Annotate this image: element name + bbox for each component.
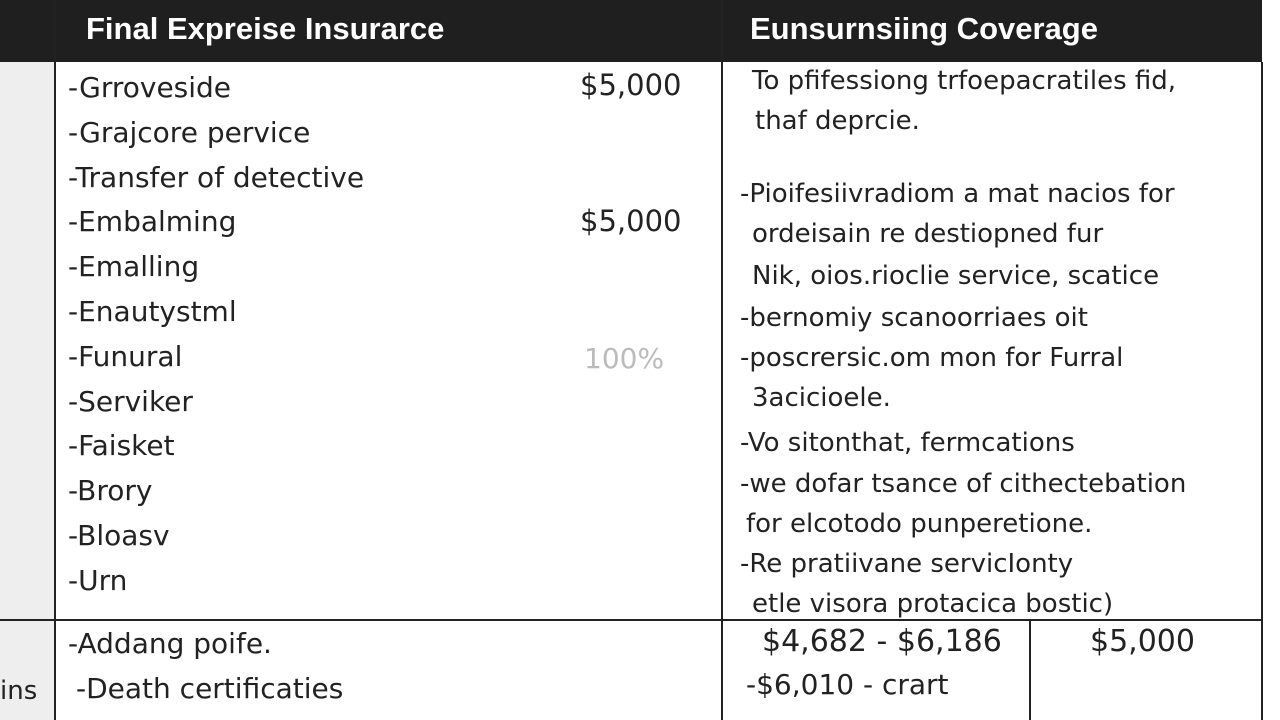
- row-label: ins: [0, 676, 38, 706]
- border: [1029, 620, 1031, 720]
- text-line: -Re pratiivane servicIonty: [740, 549, 1074, 579]
- border: [0, 619, 1262, 621]
- text-line: -Embalming: [68, 205, 237, 239]
- text-line: -Pioifesiivradiom a mat nacios for: [740, 179, 1175, 209]
- text-line: 3acicioele.: [752, 383, 891, 413]
- column-header: Final Expreise Insurarce: [86, 11, 445, 46]
- border: [1261, 62, 1263, 720]
- text-line: -Grajcore pervice: [68, 115, 311, 149]
- text-line: -Serviker: [68, 384, 193, 418]
- header-bar: [0, 0, 1262, 62]
- text-line: -bernomiy scanoorriaes oit: [740, 303, 1088, 333]
- amount: $5,000: [580, 204, 682, 238]
- text-line: -Funural: [68, 339, 183, 373]
- amount: 100%: [584, 342, 665, 375]
- amount: $5,000: [1090, 624, 1195, 659]
- text-line: thaf deprcie.: [755, 106, 920, 136]
- item-list: -Addang poife. -Death certificaties: [68, 622, 343, 712]
- text-line: -poscrersic.om mon for Furral: [740, 343, 1124, 373]
- border: [54, 0, 56, 720]
- text-line: -Urn: [68, 563, 128, 597]
- item-list: -Grroveside -Grajcore pervice -Transfer of…: [68, 66, 364, 604]
- column-header: Eunsurnsiing Coverage: [750, 11, 1098, 46]
- text-line: ordeisain re destiopned fur: [752, 219, 1104, 249]
- text-line: for elcotodo punperetione.: [746, 509, 1093, 539]
- text-line: -we dofar tsance of cithectebation: [740, 469, 1187, 499]
- text-line: etle visora protacica bostic): [752, 589, 1114, 619]
- text-line: -Emalling: [68, 250, 200, 284]
- text-line: To pfifessiong trfoepacratiles fid,: [752, 66, 1177, 96]
- text-line: -Addang poife.: [68, 627, 272, 660]
- text-line: -Vo sitonthat, fermcations: [740, 428, 1075, 458]
- text-line: -Grroveside: [68, 71, 232, 104]
- coverage-text: -$6,010 - crart: [746, 668, 949, 701]
- text-line: -Brory: [68, 474, 153, 508]
- text-line: -Transfer of detective: [68, 160, 365, 194]
- side-strip: [0, 62, 55, 720]
- coverage-text: $4,682 - $6,186: [762, 624, 1002, 659]
- text-line: -Faisket: [68, 429, 175, 463]
- border: [721, 0, 723, 720]
- text-line: -Death certificaties: [76, 671, 344, 705]
- amount: $5,000: [580, 68, 682, 102]
- text-line: -Bloasv: [68, 518, 170, 552]
- text-line: Nik, oios.rioclie service, scatice: [752, 261, 1160, 291]
- text-line: -Enautystml: [68, 294, 237, 328]
